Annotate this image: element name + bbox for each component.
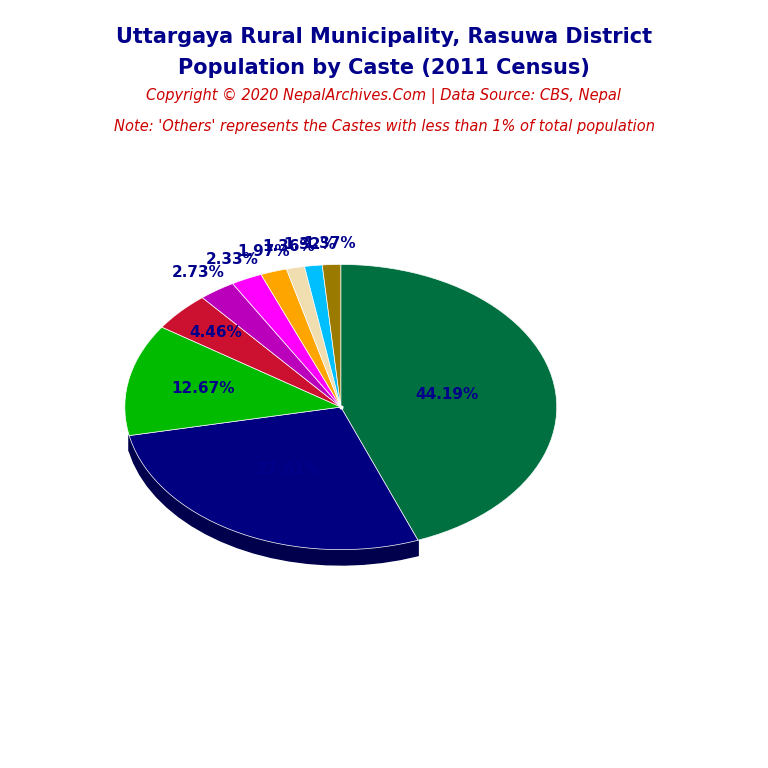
Polygon shape (341, 264, 557, 540)
Polygon shape (202, 283, 341, 407)
Polygon shape (129, 407, 341, 451)
Text: 27.61%: 27.61% (257, 462, 320, 477)
Polygon shape (286, 266, 341, 407)
Text: 12.67%: 12.67% (171, 382, 235, 396)
Text: 2.33%: 2.33% (206, 252, 259, 267)
Text: 1.37%: 1.37% (304, 236, 356, 250)
Text: Population by Caste (2011 Census): Population by Caste (2011 Census) (178, 58, 590, 78)
Polygon shape (261, 269, 341, 407)
Text: Copyright © 2020 NepalArchives.Com | Data Source: CBS, Nepal: Copyright © 2020 NepalArchives.Com | Dat… (147, 88, 621, 104)
Text: 1.36%: 1.36% (262, 239, 315, 254)
Polygon shape (233, 274, 341, 407)
Text: 44.19%: 44.19% (415, 386, 478, 402)
Polygon shape (129, 407, 418, 550)
Polygon shape (341, 407, 418, 555)
Text: 1.97%: 1.97% (237, 243, 290, 259)
Text: 1.32%: 1.32% (283, 237, 336, 252)
Polygon shape (304, 265, 341, 407)
Polygon shape (129, 435, 418, 565)
Polygon shape (125, 327, 341, 435)
Text: 4.46%: 4.46% (190, 325, 242, 340)
Text: 2.73%: 2.73% (172, 265, 225, 280)
Polygon shape (162, 297, 341, 407)
Text: Note: 'Others' represents the Castes with less than 1% of total population: Note: 'Others' represents the Castes wit… (114, 119, 654, 134)
Text: Uttargaya Rural Municipality, Rasuwa District: Uttargaya Rural Municipality, Rasuwa Dis… (116, 27, 652, 47)
Polygon shape (323, 264, 341, 407)
